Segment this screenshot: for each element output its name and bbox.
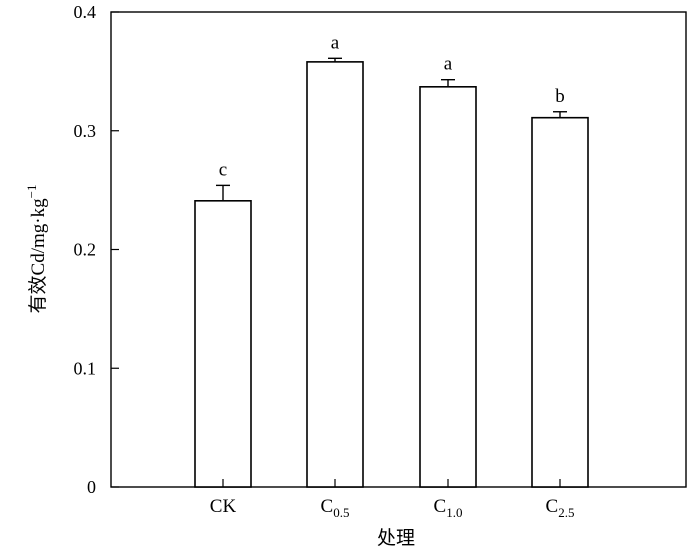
x-tick-label: C2.5 bbox=[546, 496, 575, 520]
y-axis: 0 0.1 0.2 0.3 0.4 bbox=[74, 2, 119, 497]
x-axis-title: 处理 bbox=[377, 527, 415, 549]
y-axis-title: 有效Cd/mg·kg−1 bbox=[24, 185, 49, 314]
significance-label: b bbox=[555, 86, 565, 107]
x-tick-label: C1.0 bbox=[434, 496, 463, 520]
y-axis-title-main: 有效Cd/mg·kg bbox=[27, 198, 49, 314]
y-tick-label: 0.3 bbox=[74, 121, 97, 141]
x-tick-label-subscript: 2.5 bbox=[558, 505, 574, 520]
x-tick-label: C0.5 bbox=[321, 496, 350, 520]
x-tick-label-subscript: 0.5 bbox=[333, 505, 349, 520]
x-tick-label-base: C bbox=[321, 496, 334, 517]
y-tick-label: 0.2 bbox=[74, 240, 97, 260]
x-tick-label-base: CK bbox=[210, 496, 237, 517]
significance-label: a bbox=[331, 32, 340, 53]
significance-label: c bbox=[219, 159, 227, 180]
x-tick-label: CK bbox=[210, 496, 237, 517]
y-tick-label: 0 bbox=[87, 477, 96, 497]
y-tick-label: 0.1 bbox=[74, 358, 97, 378]
bar bbox=[306, 61, 364, 488]
x-tick-label-subscript: 1.0 bbox=[446, 505, 462, 520]
significance-label: a bbox=[444, 54, 453, 75]
x-tick-label-base: C bbox=[546, 496, 559, 517]
y-tick-label: 0.4 bbox=[74, 2, 97, 22]
bar bbox=[194, 200, 252, 488]
bar-series: c a a b bbox=[194, 32, 589, 488]
bar bbox=[419, 86, 477, 488]
x-tick-label-base: C bbox=[434, 496, 447, 517]
x-axis: CK C0.5 C1.0 C2.5 bbox=[210, 479, 575, 520]
bar bbox=[531, 116, 589, 488]
y-axis-title-superscript: −1 bbox=[24, 185, 39, 199]
